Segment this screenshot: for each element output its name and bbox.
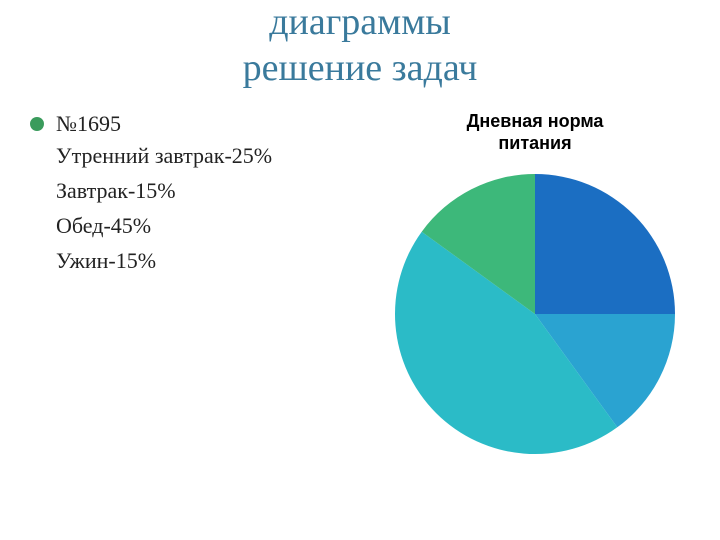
left-column: №1695 Утренний завтрак-25% Завтрак-15% О… (0, 111, 350, 464)
title-line-1: диаграммы (0, 0, 720, 46)
pie-svg (385, 164, 685, 464)
pie-chart (385, 164, 685, 464)
title-line-2: решение задач (0, 46, 720, 92)
chart-title-line-2: питания (498, 133, 571, 153)
bullet-row: №1695 (30, 111, 350, 137)
bullet-marker (30, 117, 44, 131)
list-item: Утренний завтрак-25% (56, 141, 350, 172)
slide-title: диаграммы решение задач (0, 0, 720, 91)
list-item: Обед-45% (56, 211, 350, 242)
list-item: Ужин-15% (56, 246, 350, 277)
list-item: Завтрак-15% (56, 176, 350, 207)
chart-title-line-1: Дневная норма (467, 111, 604, 131)
pie-slice (535, 174, 675, 314)
right-column: Дневная норма питания (350, 111, 720, 464)
content-row: №1695 Утренний завтрак-25% Завтрак-15% О… (0, 111, 720, 464)
bullet-label: №1695 (56, 111, 121, 137)
chart-title: Дневная норма питания (467, 111, 604, 154)
